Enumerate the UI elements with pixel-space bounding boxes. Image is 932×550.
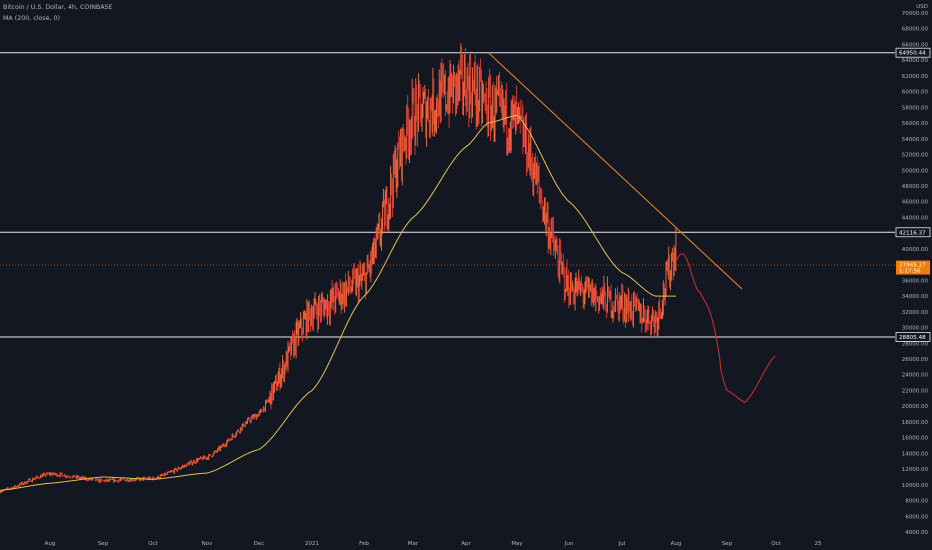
x-tick-label: Oct [771,541,781,547]
projection-line [675,253,776,403]
y-tick-label: 40000.00 [902,247,929,253]
y-tick-label: 64000.00 [902,58,929,64]
x-tick-label: Apr [461,541,471,547]
ma-series [0,114,676,491]
x-tick-label: Sep [722,541,733,547]
price-tags: 64950.44 42116.37 28805.48 37945.271:17:56 [895,47,931,342]
y-tick-label: 68000.00 [902,27,929,33]
x-tick-label: Aug [671,541,682,547]
x-tick-label: Dec [254,541,265,547]
x-tick-label: 25 [815,541,822,547]
y-tick-label: 56000.00 [902,121,929,127]
x-tick-label: Nov [202,541,213,547]
y-tick-label: 36000.00 [902,278,929,284]
level-price-tag-label: 64950.44 [899,51,926,57]
level-price-tag [895,332,931,342]
x-tick-label: Aug [45,541,56,547]
x-tick-label: 2021 [305,541,319,547]
y-tick-label: 58000.00 [902,105,929,111]
y-tick-label: 52000.00 [902,153,929,159]
price-series [0,43,677,494]
projection-group [675,253,776,403]
horizontal-levels [0,52,895,338]
y-tick-label: 48000.00 [902,184,929,190]
x-tick-label: Feb [359,541,369,547]
y-tick-label: 66000.00 [902,42,929,48]
y-tick-label: 14000.00 [902,451,929,457]
level-price-tag-label: 42116.37 [899,230,926,236]
y-tick-label: 22000.00 [902,388,929,394]
y-tick-label: 44000.00 [902,215,929,221]
ma-line[interactable] [0,114,676,491]
x-tick-label: Mar [408,541,419,547]
x-tick-label: Oct [148,541,158,547]
level-price-tag-label: 28805.48 [899,335,926,341]
y-tick-label: 50000.00 [902,168,929,174]
y-tick-label: 24000.00 [902,373,929,379]
y-tick-label: 60000.00 [902,90,929,96]
y-tick-label: 70000.00 [902,11,929,17]
level-price-tag [895,227,931,238]
x-tick-label: May [511,541,523,547]
y-tick-label: 34000.00 [902,294,929,300]
trendline[interactable] [487,51,743,290]
price-axis[interactable]: 70000.00 68000.00 66000.00 64000.00 62000.00… [902,4,929,536]
currency-label: USD [916,4,928,10]
level-price-tag [895,47,931,58]
y-tick-label: 10000.00 [902,483,929,489]
y-tick-label: 32000.00 [902,310,929,316]
y-tick-label: 54000.00 [902,137,929,143]
y-tick-label: 26000.00 [902,357,929,363]
y-tick-label: 18000.00 [902,420,929,426]
time-axis[interactable]: Aug Sep Oct Nov Dec 2021 Feb Mar Apr May Jun Jul Aug… [45,541,822,547]
countdown-label: 1:17:56 [899,269,921,275]
y-tick-label: 28000.00 [902,341,929,347]
x-tick-label: Jul [618,541,626,547]
current-price-tag [896,260,930,275]
y-tick-label: 62000.00 [902,74,929,80]
y-tick-label: 4000.00 [905,530,928,536]
x-tick-label: Jun [564,541,574,547]
y-tick-label: 30000.00 [902,326,929,332]
trendline-group[interactable] [487,51,743,290]
current-price-tag-label: 37945.27 [899,263,926,269]
y-tick-label: 8000.00 [905,499,928,505]
y-tick-label: 46000.00 [902,200,929,206]
y-tick-label: 12000.00 [902,467,929,473]
y-tick-label: 6000.00 [905,514,928,520]
y-tick-label: 16000.00 [902,436,929,442]
y-tick-label: 20000.00 [902,404,929,410]
x-tick-label: Sep [98,541,109,547]
